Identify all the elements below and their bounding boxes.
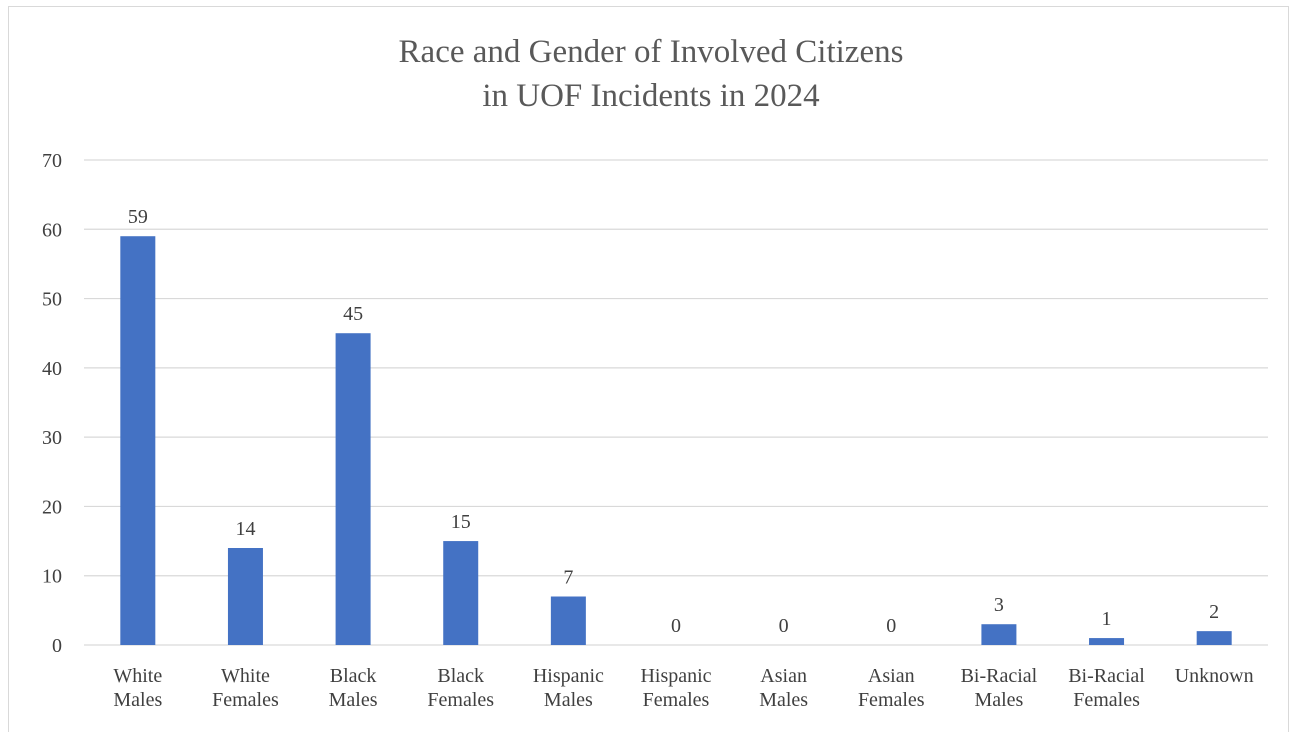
data-label: 45 <box>343 303 363 325</box>
x-category-label: Asian <box>868 665 915 687</box>
x-category-label: White <box>221 665 270 687</box>
x-category-label: Females <box>212 689 279 711</box>
x-category-label: Females <box>427 689 494 711</box>
x-category-label: Females <box>1073 689 1140 711</box>
bar <box>1089 638 1125 645</box>
data-label: 14 <box>235 518 255 540</box>
bars <box>120 236 1232 645</box>
y-axis-tick-labels: 0 10 20 30 40 50 60 70 <box>42 150 62 657</box>
data-label: 3 <box>994 594 1004 616</box>
data-label: 7 <box>563 567 573 589</box>
x-category-label: Females <box>643 689 710 711</box>
y-tick-label: 20 <box>42 496 62 518</box>
x-category-label: Bi-Racial <box>961 665 1038 687</box>
bar <box>1196 631 1232 645</box>
bar <box>550 596 586 645</box>
data-labels: 59 14 45 15 7 0 0 0 3 1 2 <box>128 206 1219 637</box>
y-tick-label: 70 <box>42 150 62 172</box>
bar <box>227 548 263 645</box>
y-tick-label: 40 <box>42 358 62 380</box>
chart-title-line-2: in UOF Incidents in 2024 <box>482 78 819 114</box>
gridlines <box>84 159 1268 646</box>
x-category-label: Bi-Racial <box>1068 665 1145 687</box>
x-category-label: Asian <box>760 665 807 687</box>
x-category-label: Males <box>544 689 593 711</box>
data-label: 1 <box>1102 608 1112 630</box>
y-tick-label: 30 <box>42 427 62 449</box>
x-category-label: Females <box>858 689 925 711</box>
y-tick-label: 60 <box>42 219 62 241</box>
x-axis-category-labels: WhiteMalesWhiteFemalesBlackMalesBlackFem… <box>113 665 1253 711</box>
bar <box>120 236 156 645</box>
chart-frame <box>8 6 1289 732</box>
x-category-label: White <box>113 665 162 687</box>
data-label: 0 <box>671 615 681 637</box>
x-category-label: Males <box>113 689 162 711</box>
data-label: 59 <box>128 206 148 228</box>
x-category-label: Hispanic <box>533 665 604 687</box>
x-category-label: Males <box>759 689 808 711</box>
y-tick-label: 0 <box>52 635 62 657</box>
bar <box>443 541 479 645</box>
x-category-label: Males <box>974 689 1023 711</box>
bar <box>981 624 1017 645</box>
chart-title: Race and Gender of Involved Citizens in … <box>399 34 904 114</box>
x-category-label: Black <box>437 665 484 687</box>
data-label: 0 <box>886 615 896 637</box>
x-category-label: Unknown <box>1175 665 1254 687</box>
bar <box>335 333 371 645</box>
data-label: 2 <box>1209 601 1219 623</box>
data-label: 15 <box>451 511 471 533</box>
chart-title-line-1: Race and Gender of Involved Citizens <box>399 34 904 70</box>
x-category-label: Hispanic <box>640 665 711 687</box>
x-category-label: Males <box>329 689 378 711</box>
data-label: 0 <box>779 615 789 637</box>
y-tick-label: 50 <box>42 289 62 311</box>
x-category-label: Black <box>330 665 377 687</box>
y-tick-label: 10 <box>42 566 62 588</box>
